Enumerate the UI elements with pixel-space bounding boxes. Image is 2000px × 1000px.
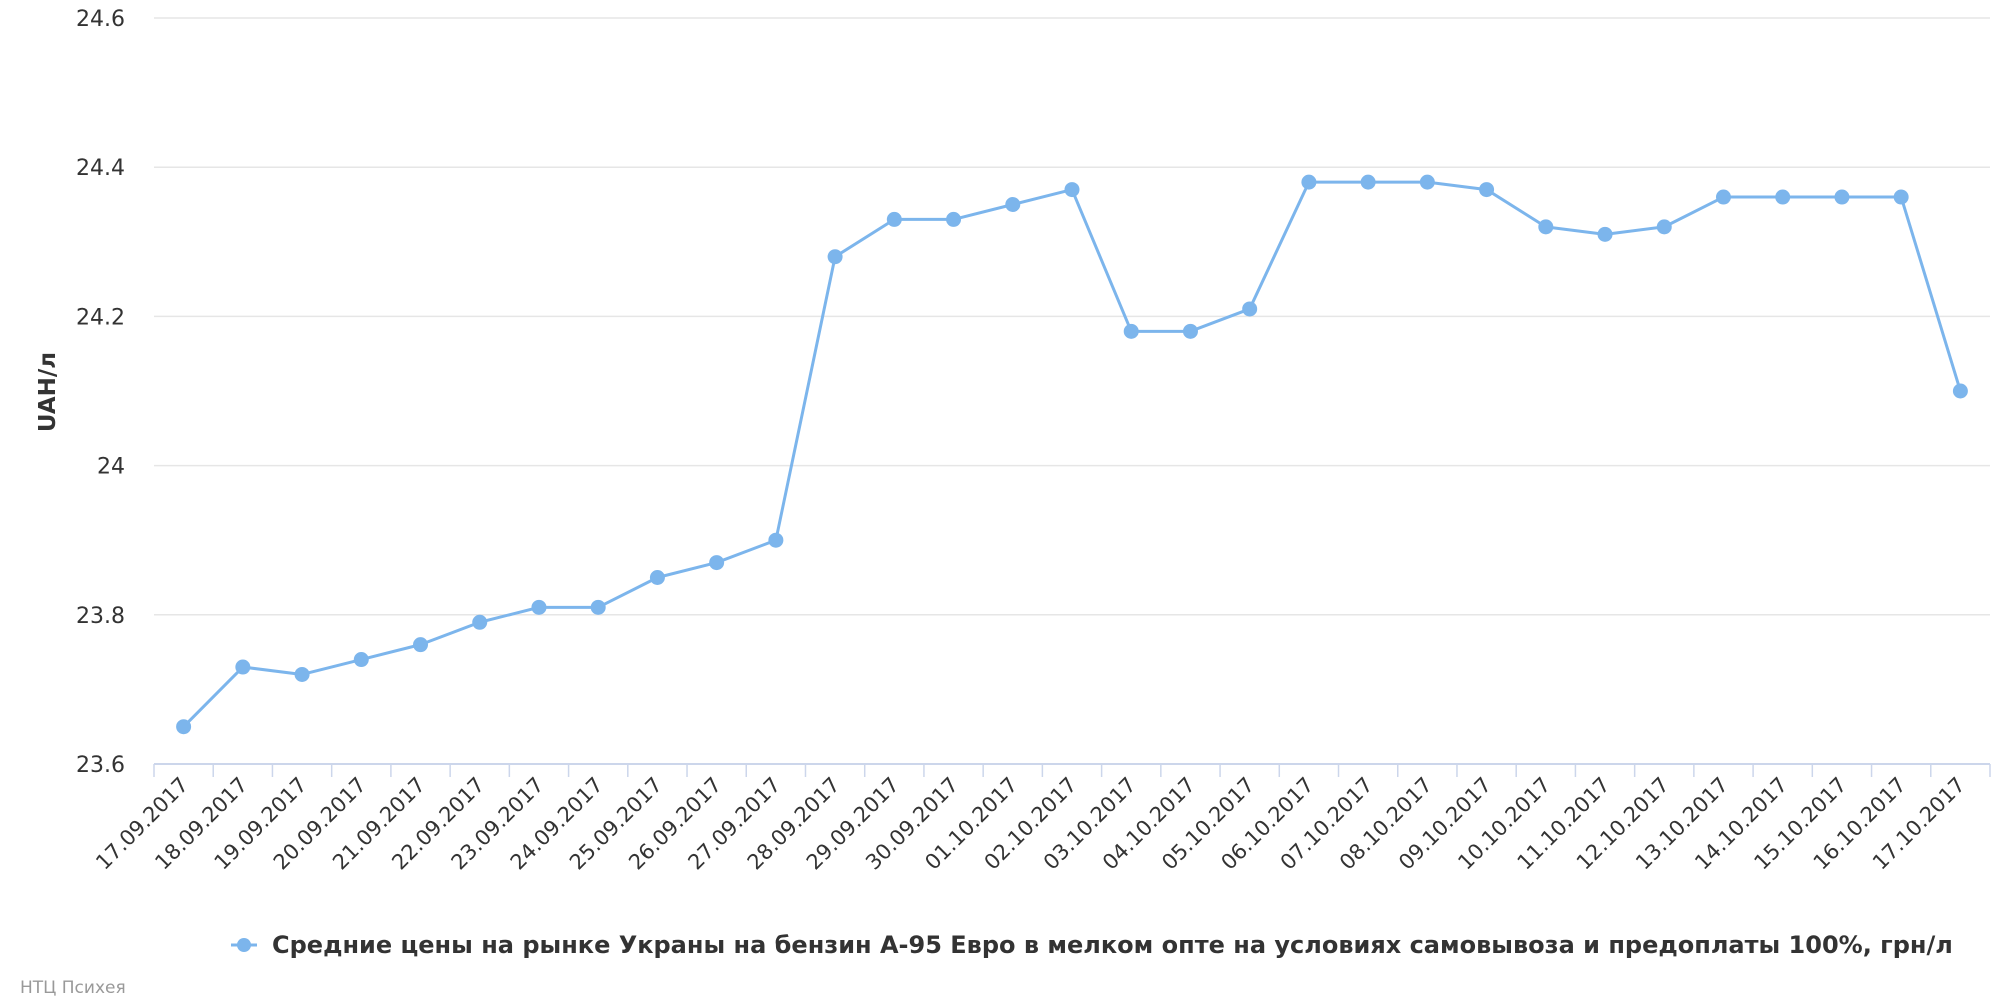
data-point[interactable] (1360, 174, 1376, 190)
data-point[interactable] (649, 570, 665, 585)
y-tick-label: 24.4 (76, 156, 125, 181)
legend-label[interactable]: Средние цены на рынке Украны на бензин А… (272, 931, 1953, 959)
data-point[interactable] (1952, 383, 1968, 399)
data-point[interactable] (768, 532, 784, 548)
data-point[interactable] (827, 249, 843, 265)
data-point[interactable] (1834, 189, 1850, 205)
data-point[interactable] (1893, 189, 1909, 205)
y-axis: 23.6 23.8 24 24.2 24.4 24.6 (76, 7, 125, 778)
y-tick-label: 24.6 (76, 7, 125, 32)
data-point[interactable] (886, 211, 902, 227)
y-axis-label: UAH/л (35, 352, 61, 432)
grid-lines (154, 17, 1990, 616)
credits: НТЦ Психея (20, 978, 126, 998)
data-point[interactable] (946, 211, 962, 227)
data-point[interactable] (1538, 219, 1554, 235)
data-point[interactable] (709, 555, 725, 571)
data-point[interactable] (590, 599, 606, 615)
data-point[interactable] (531, 599, 547, 615)
series-line-group (176, 174, 1968, 735)
data-point[interactable] (1419, 174, 1435, 190)
legend-marker (237, 938, 251, 952)
data-point[interactable] (353, 652, 369, 668)
data-point[interactable] (413, 637, 429, 653)
data-point[interactable] (1479, 182, 1495, 198)
data-point[interactable] (1005, 197, 1021, 212)
data-point[interactable] (235, 659, 251, 675)
y-tick-label: 24 (97, 455, 125, 480)
y-tick-label: 23.8 (76, 604, 125, 629)
data-point[interactable] (1715, 189, 1731, 205)
data-point[interactable] (1775, 189, 1791, 205)
data-point[interactable] (1123, 323, 1139, 339)
data-point[interactable] (176, 719, 192, 735)
data-point[interactable] (1242, 301, 1258, 317)
y-tick-label: 24.2 (76, 305, 125, 330)
data-point[interactable] (1301, 174, 1317, 190)
x-axis: 17.09.201718.09.201719.09.201720.09.2017… (91, 764, 1991, 875)
legend[interactable]: Средние цены на рынке Украны на бензин А… (231, 931, 1953, 959)
data-point[interactable] (1064, 182, 1080, 198)
y-tick-label: 23.6 (76, 753, 125, 778)
data-point[interactable] (472, 614, 488, 630)
data-point[interactable] (1656, 219, 1672, 235)
data-point[interactable] (294, 666, 310, 682)
data-point[interactable] (1597, 226, 1613, 242)
data-point[interactable] (1182, 323, 1198, 339)
series-line (182, 180, 1962, 728)
